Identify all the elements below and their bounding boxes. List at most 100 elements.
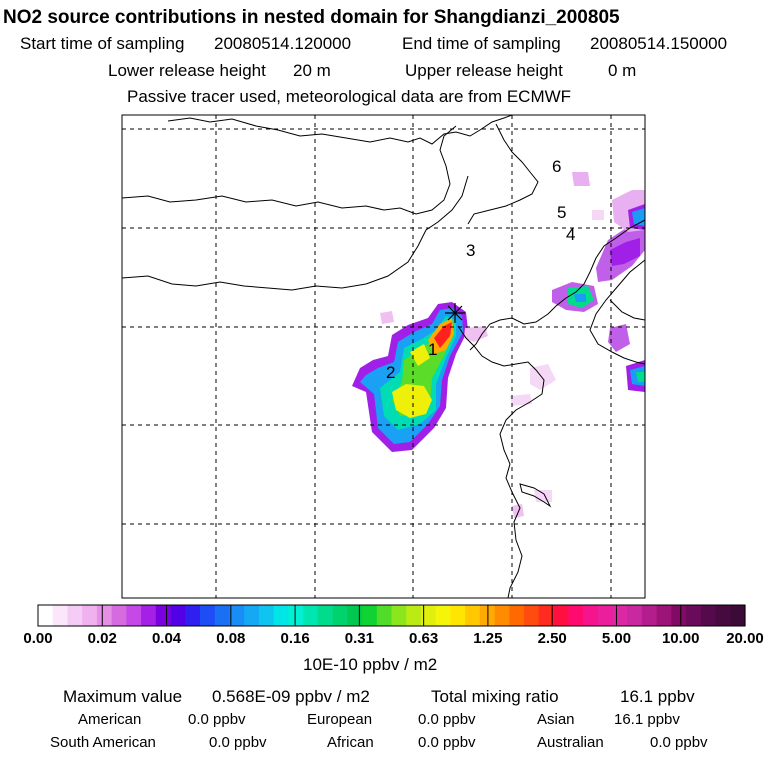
- colorbar-swatch: [553, 605, 569, 626]
- map-boundaries: [122, 115, 645, 598]
- region-value-african: 0.0 ppbv: [418, 734, 476, 751]
- total-mixing-label: Total mixing ratio: [431, 687, 559, 706]
- colorbar-swatch: [524, 605, 540, 626]
- colorbar-swatch: [700, 605, 717, 626]
- colorbar-swatch: [568, 605, 584, 626]
- region-value-american: 0.0 ppbv: [188, 711, 246, 728]
- colorbar-swatch: [82, 605, 98, 626]
- colorbar-tick-label: 0.04: [151, 630, 182, 647]
- colorbar-swatch: [435, 605, 452, 626]
- colorbar-swatch: [362, 605, 378, 626]
- colorbar-swatch: [214, 605, 231, 626]
- colorbar-swatch: [730, 605, 746, 626]
- colorbar-swatch: [52, 605, 69, 626]
- colorbar-swatch: [406, 605, 422, 626]
- start-time-label: Start time of sampling: [20, 34, 185, 53]
- region-value-asian: 16.1 ppbv: [614, 711, 680, 728]
- colorbar-tick-label: 0.02: [87, 630, 117, 647]
- colorbar-swatch: [509, 605, 525, 626]
- colorbar-swatch: [96, 605, 113, 626]
- upper-release-label: Upper release height: [405, 61, 563, 80]
- colorbar-tick-label: 0.00: [23, 630, 53, 647]
- colorbar-swatch: [686, 605, 702, 626]
- source-label-3: 3: [466, 241, 475, 260]
- plot-title: NO2 source contributions in nested domai…: [3, 7, 620, 28]
- colorbar-swatch: [288, 605, 304, 626]
- map-grid: [122, 115, 645, 598]
- max-value: 0.568E-09 ppbv / m2: [212, 687, 370, 706]
- colorbar-swatch: [185, 605, 201, 626]
- colorbar-swatch: [229, 605, 245, 626]
- colorbar-swatch: [494, 605, 510, 626]
- region-name-asian: Asian: [537, 711, 575, 728]
- data-source-note: Passive tracer used, meteorological data…: [127, 87, 572, 106]
- colorbar-swatch: [317, 605, 334, 626]
- colorbar-swatch: [111, 605, 127, 626]
- region-value-australian: 0.0 ppbv: [650, 734, 708, 751]
- colorbar-swatch: [38, 605, 54, 626]
- colorbar-swatch: [376, 605, 393, 626]
- region-name-african: African: [327, 734, 374, 751]
- region-value-south-american: 0.0 ppbv: [209, 734, 267, 751]
- colorbar-swatch: [420, 605, 437, 626]
- colorbar-swatch: [641, 605, 658, 626]
- colorbar-tick-label: 20.00: [726, 630, 764, 647]
- colorbar-swatch: [627, 605, 643, 626]
- region-name-european: European: [307, 711, 373, 728]
- colorbar-swatch: [538, 605, 555, 626]
- colorbar-swatch: [273, 605, 289, 626]
- max-value-label: Maximum value: [63, 687, 183, 706]
- colorbar-tick-label: 5.00: [601, 630, 632, 647]
- colorbar-swatch: [200, 605, 216, 626]
- lower-release-value: 20 m: [293, 61, 331, 80]
- lower-release-label: Lower release height: [108, 61, 266, 80]
- concentration-plume: [352, 172, 645, 518]
- colorbar-swatch: [244, 605, 260, 626]
- colorbar-tick-label: 0.31: [344, 630, 374, 647]
- colorbar-swatch: [671, 605, 687, 626]
- map-background: [122, 115, 645, 598]
- region-name-american: American: [78, 711, 142, 728]
- source-label-1: 1: [428, 340, 437, 359]
- colorbar-swatch: [450, 605, 466, 626]
- colorbar-swatch: [465, 605, 481, 626]
- region-name-australian: Australian: [537, 734, 604, 751]
- colorbar-swatch: [582, 605, 599, 626]
- end-time-label: End time of sampling: [402, 34, 561, 53]
- region-value-european: 0.0 ppbv: [418, 711, 476, 728]
- colorbar-swatch: [303, 605, 319, 626]
- colorbar-swatch: [715, 605, 731, 626]
- colorbar-swatch: [391, 605, 407, 626]
- colorbar-swatch: [347, 605, 363, 626]
- colorbar-tick-label: 0.63: [409, 630, 439, 647]
- upper-release-value: 0 m: [608, 61, 637, 80]
- colorbar-swatches: [38, 605, 746, 626]
- source-label-2: 2: [386, 363, 395, 382]
- map-frame: [121, 114, 646, 599]
- source-label-5: 5: [557, 203, 566, 222]
- colorbar-swatch: [170, 605, 186, 626]
- colorbar-swatch: [67, 605, 83, 626]
- start-time-value: 20080514.120000: [214, 34, 352, 53]
- region-name-south-american: South American: [50, 734, 156, 751]
- colorbar-frame: [37, 604, 746, 627]
- colorbar-tick-label: 0.16: [280, 630, 310, 647]
- colorbar-tick-label: 2.50: [537, 630, 567, 647]
- colorbar-swatch: [126, 605, 142, 626]
- star-icon: [445, 303, 465, 323]
- end-time-value: 20080514.150000: [590, 34, 728, 53]
- colorbar-tick-label: 1.25: [473, 630, 503, 647]
- colorbar-tick-label: 0.08: [216, 630, 246, 647]
- colorbar-swatch: [332, 605, 348, 626]
- colorbar-swatch: [141, 605, 157, 626]
- colorbar-swatch: [155, 605, 172, 626]
- source-label-4: 4: [566, 225, 575, 244]
- colorbar-dividers: [101, 605, 682, 626]
- colorbar-swatch: [612, 605, 628, 626]
- colorbar-unit: 10E-10 ppbv / m2: [303, 655, 438, 674]
- colorbar-swatch: [597, 605, 614, 626]
- colorbar-tick-label: 10.00: [661, 630, 700, 647]
- total-mixing-value: 16.1 ppbv: [620, 687, 695, 706]
